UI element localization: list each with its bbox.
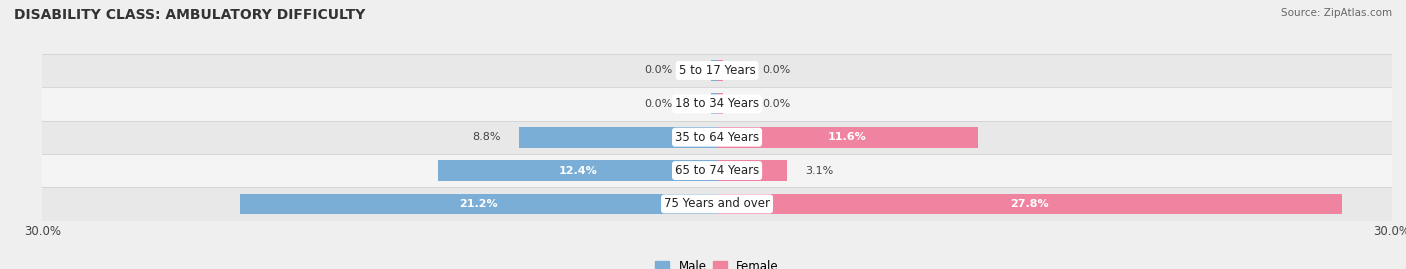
Text: 27.8%: 27.8%: [1011, 199, 1049, 209]
Text: DISABILITY CLASS: AMBULATORY DIFFICULTY: DISABILITY CLASS: AMBULATORY DIFFICULTY: [14, 8, 366, 22]
Text: 0.0%: 0.0%: [762, 99, 790, 109]
Bar: [711, 60, 717, 81]
Text: 65 to 74 Years: 65 to 74 Years: [675, 164, 759, 177]
Text: 21.2%: 21.2%: [460, 199, 498, 209]
Bar: [240, 194, 717, 214]
Bar: [42, 187, 1392, 221]
Bar: [717, 127, 979, 147]
Text: 0.0%: 0.0%: [644, 65, 672, 76]
Bar: [42, 154, 1392, 187]
Bar: [42, 54, 1392, 87]
Bar: [717, 194, 1343, 214]
Text: 3.1%: 3.1%: [804, 165, 832, 176]
Text: Source: ZipAtlas.com: Source: ZipAtlas.com: [1281, 8, 1392, 18]
Text: 0.0%: 0.0%: [762, 65, 790, 76]
Text: 75 Years and over: 75 Years and over: [664, 197, 770, 210]
Text: 35 to 64 Years: 35 to 64 Years: [675, 131, 759, 144]
Text: 12.4%: 12.4%: [558, 165, 598, 176]
Text: 0.0%: 0.0%: [644, 99, 672, 109]
Text: 8.8%: 8.8%: [472, 132, 501, 142]
Text: 18 to 34 Years: 18 to 34 Years: [675, 97, 759, 110]
Bar: [717, 60, 723, 81]
Bar: [717, 94, 723, 114]
Text: 5 to 17 Years: 5 to 17 Years: [679, 64, 755, 77]
Bar: [439, 160, 717, 181]
Bar: [42, 121, 1392, 154]
Bar: [711, 94, 717, 114]
Bar: [42, 87, 1392, 121]
Bar: [717, 160, 787, 181]
Bar: [519, 127, 717, 147]
Text: 11.6%: 11.6%: [828, 132, 868, 142]
Legend: Male, Female: Male, Female: [651, 256, 783, 269]
